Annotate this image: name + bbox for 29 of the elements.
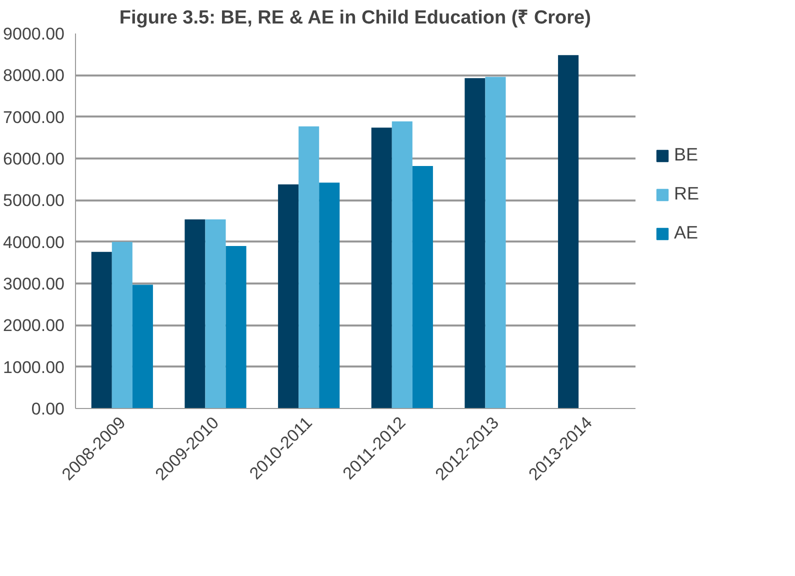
bar (91, 252, 112, 408)
y-tick-label: 4000.00 (3, 232, 64, 252)
y-tick-label: 2000.00 (3, 316, 64, 336)
legend-label: RE (674, 184, 700, 204)
y-tick-label: 1000.00 (3, 358, 64, 377)
bar (371, 128, 392, 408)
y-tick-label: 7000.00 (3, 108, 64, 127)
bar (278, 184, 299, 408)
bar (558, 55, 579, 408)
y-tick-label: 6000.00 (3, 150, 64, 168)
bar (184, 219, 206, 408)
bar (205, 219, 226, 408)
bar (298, 126, 320, 408)
y-tick-label: 3000.00 (3, 274, 64, 294)
legend-label: BE (674, 144, 698, 166)
y-tick-label: 9000.00 (3, 24, 64, 44)
legend-label: AE (674, 222, 698, 244)
bar (112, 242, 132, 408)
bar (132, 284, 153, 408)
bar (412, 166, 433, 408)
bar (226, 246, 246, 408)
y-tick-label: 0.00 (31, 400, 65, 418)
y-tick-label: 8000.00 (3, 66, 64, 86)
bar (392, 121, 412, 408)
bar (319, 182, 340, 408)
y-tick-label: 5000.00 (3, 191, 64, 210)
chart-title: Figure 3.5: BE, RE & AE in Child Education (₹ Crore) (119, 8, 591, 28)
bar (464, 78, 486, 408)
bar (485, 76, 506, 408)
